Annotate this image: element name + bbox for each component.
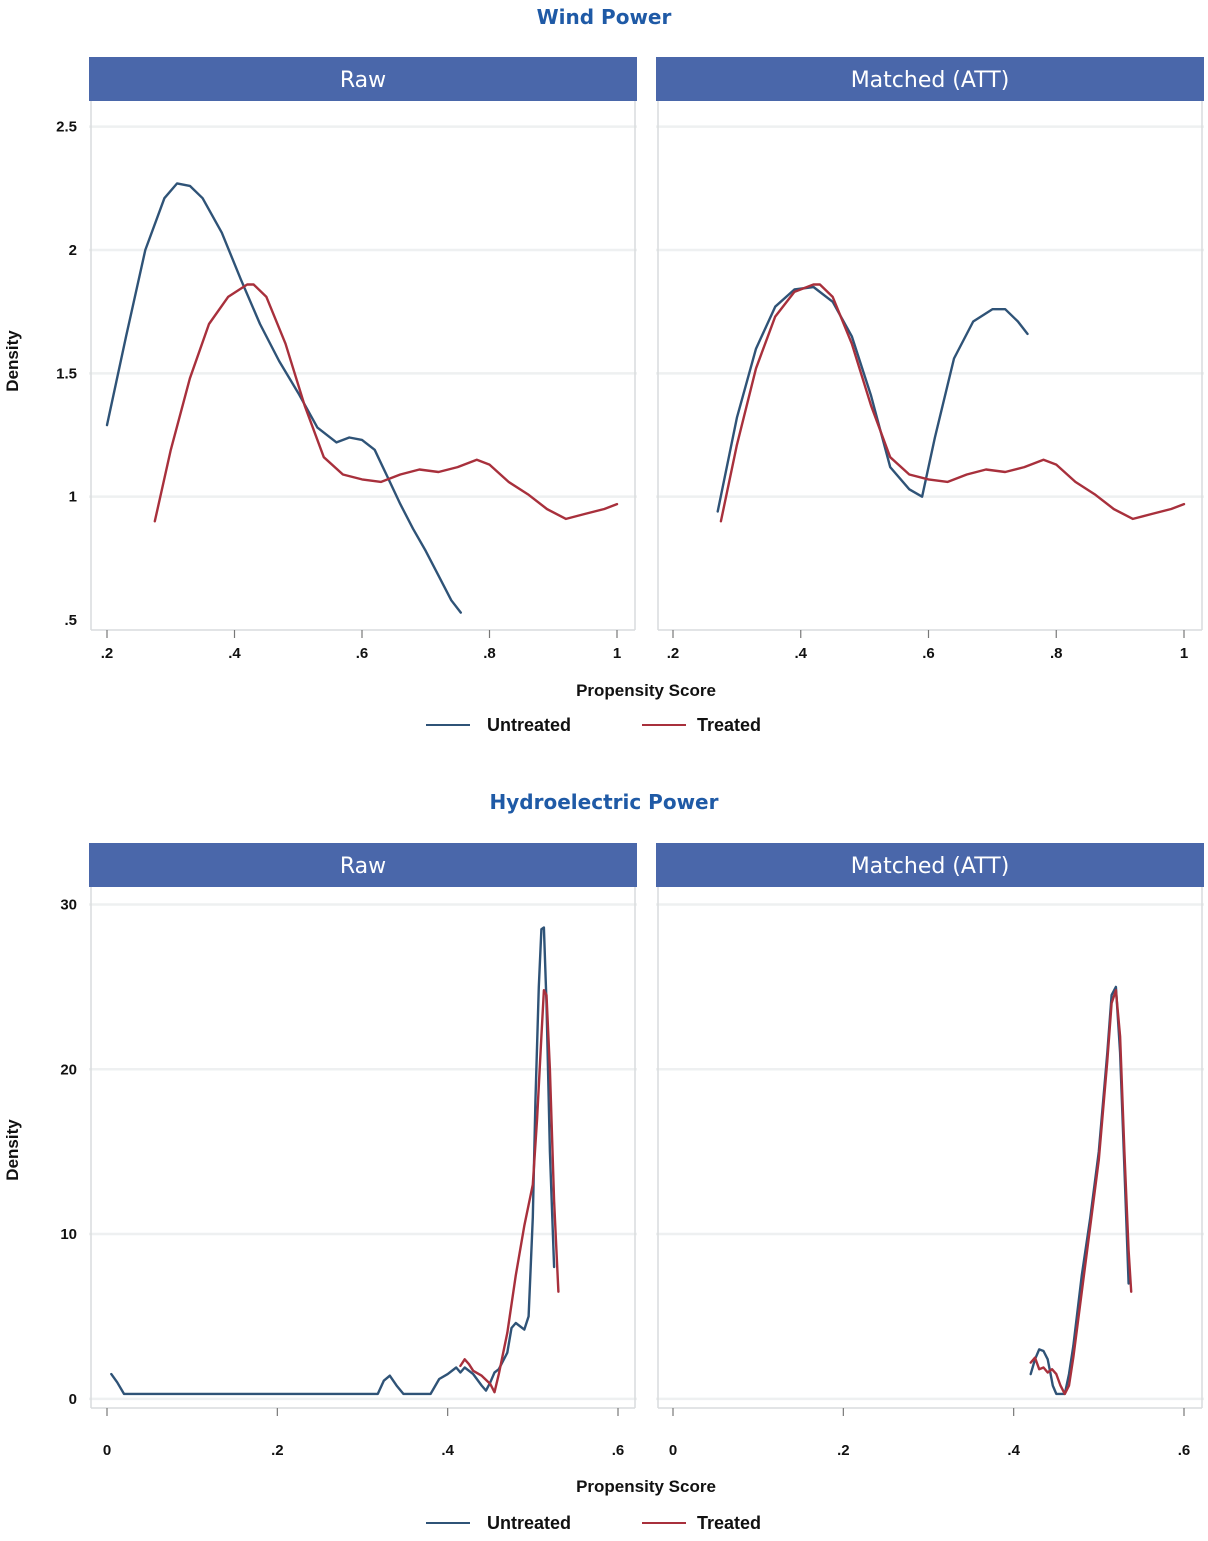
y-tick-label: 1 — [69, 489, 77, 506]
panel-strip — [656, 57, 1204, 101]
panel-1: Matched (ATT) .2 .4 .6 .8 1 — [656, 57, 1204, 662]
y-tick-label: 20 — [60, 1061, 77, 1078]
panel-strip — [89, 57, 637, 101]
chart-title: Hydroelectric Power — [490, 790, 719, 814]
x-tick-label: .8 — [1050, 645, 1063, 662]
x-tick-label: .6 — [356, 645, 369, 662]
x-tick-label: .4 — [441, 1442, 454, 1459]
series-line-treated — [719, 283, 1186, 523]
x-tick-label: .2 — [837, 1442, 850, 1459]
x-tick-label: 1 — [613, 645, 621, 662]
y-tick-label: 1.5 — [56, 365, 77, 382]
series-line-treated — [1029, 989, 1133, 1396]
panel-0: Raw 0 .2 .4 .6 0 10 20 30 — [60, 843, 637, 1459]
y-tick-label: .5 — [64, 612, 77, 629]
legend-label-untreated: Untreated — [487, 1513, 571, 1533]
legend: Untreated Treated — [426, 715, 761, 735]
x-tick-label: .4 — [1007, 1442, 1020, 1459]
x-tick-label: .8 — [483, 645, 496, 662]
x-tick-label: .2 — [667, 645, 680, 662]
chart-1: Hydroelectric Power Raw 0 .2 .4 .6 0 10 20 30 Matc… — [3, 790, 1204, 1533]
series-line-untreated — [110, 926, 556, 1396]
y-tick-label: 2.5 — [56, 119, 77, 136]
panel-strip-label: Matched (ATT) — [851, 854, 1010, 879]
x-axis-label: Propensity Score — [576, 681, 716, 700]
legend: Untreated Treated — [426, 1513, 761, 1533]
panel-strip-label: Raw — [340, 68, 386, 93]
x-tick-label: .6 — [1178, 1442, 1191, 1459]
series-line-untreated — [1029, 985, 1130, 1396]
x-tick-label: 0 — [103, 1442, 111, 1459]
y-axis-label: Density — [3, 330, 22, 392]
series-line-treated — [153, 283, 619, 523]
x-tick-label: .2 — [101, 645, 114, 662]
x-axis-label: Propensity Score — [576, 1477, 716, 1496]
panel-strip — [89, 843, 637, 887]
chart-title: Wind Power — [537, 5, 672, 29]
panel-strip-label: Raw — [340, 854, 386, 879]
y-tick-label: 10 — [60, 1226, 77, 1243]
x-tick-label: .4 — [794, 645, 807, 662]
x-tick-label: .2 — [271, 1442, 284, 1459]
y-tick-label: 0 — [69, 1391, 77, 1408]
panel-1: Matched (ATT) 0 .2 .4 .6 — [656, 843, 1204, 1459]
x-tick-label: .6 — [612, 1442, 625, 1459]
y-axis-label: Density — [3, 1119, 22, 1181]
panel-strip-label: Matched (ATT) — [851, 68, 1010, 93]
legend-label-treated: Treated — [697, 715, 761, 735]
legend-label-untreated: Untreated — [487, 715, 571, 735]
panel-strip — [656, 843, 1204, 887]
series-line-untreated — [716, 285, 1029, 513]
series-line-untreated — [105, 182, 462, 614]
panel-0: Raw.2.4.6.8 1.511.522.5 — [56, 57, 637, 662]
x-tick-label: .4 — [228, 645, 241, 662]
y-tick-label: 2 — [69, 242, 77, 259]
x-tick-label: 1 — [1180, 645, 1188, 662]
series-line-treated — [459, 989, 560, 1394]
legend-label-treated: Treated — [697, 1513, 761, 1533]
x-tick-label: .6 — [922, 645, 935, 662]
y-tick-label: 30 — [60, 896, 77, 913]
x-tick-label: 0 — [669, 1442, 677, 1459]
